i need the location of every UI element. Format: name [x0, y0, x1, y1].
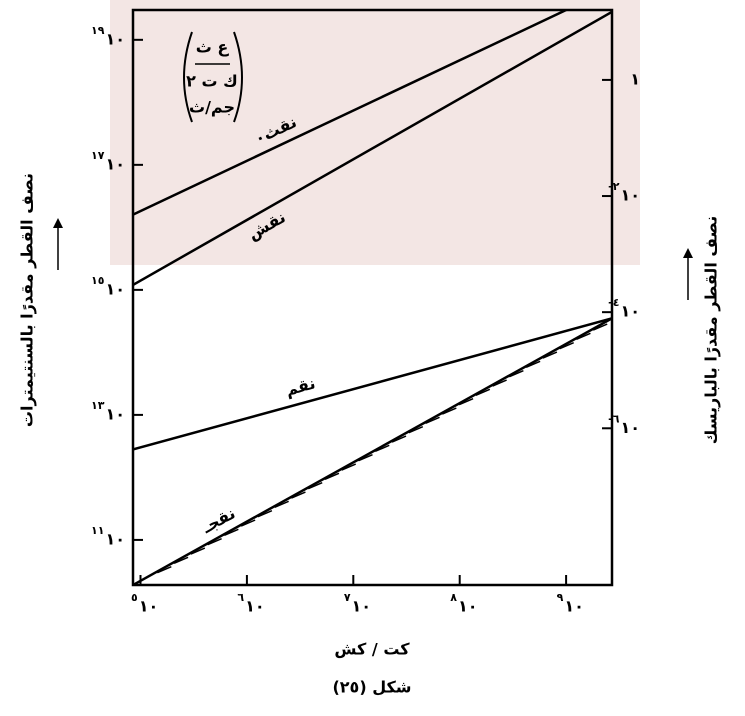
tick-label: ١٠: [620, 302, 640, 321]
tick-label: ١٠: [105, 29, 125, 48]
arrow-head: [53, 218, 63, 228]
hatch: [358, 453, 373, 462]
tick-label: ١٠: [105, 404, 125, 423]
hatch: [240, 519, 256, 527]
tick-label: ١: [630, 69, 640, 88]
paren: [183, 31, 193, 123]
hatch: [542, 351, 558, 359]
hatch: [559, 342, 574, 350]
tick-exponent: ١٣: [91, 399, 105, 412]
series-line: [133, 10, 612, 287]
tick-exponent: ١٥: [91, 274, 105, 287]
tick-exponent: ٥: [131, 591, 138, 604]
tick-exponent: ١١: [91, 524, 104, 537]
hatch: [173, 556, 189, 565]
annotation: ك ت ٢: [186, 72, 238, 91]
hatch: [492, 379, 507, 387]
tick-exponent: -٢: [608, 180, 620, 193]
tick-label: ١٠: [105, 279, 125, 298]
tick-label: ١٠: [564, 597, 584, 616]
tick-exponent: ٨: [450, 591, 457, 604]
tick-label: ١٠: [620, 186, 640, 205]
hatch: [307, 481, 323, 490]
tick-label: ١٠: [105, 154, 125, 173]
x-axis-title: كت / كش: [334, 640, 410, 659]
hatch: [509, 370, 524, 378]
y2-axis-title: نصف القطر مقدرًا بالباريسك: [702, 216, 721, 444]
plot-frame: [131, 8, 614, 587]
tick-exponent: ٧: [344, 591, 351, 604]
annotation: جم/ث: [189, 98, 235, 117]
tick-exponent: -٤: [608, 296, 619, 309]
caption: شكل (٢٥): [332, 678, 411, 697]
background-photo: [110, 0, 640, 265]
hatch: [425, 416, 440, 425]
hatch: [374, 444, 390, 453]
hatch: [324, 472, 340, 481]
series-line: [133, 317, 612, 585]
hatch: [391, 435, 407, 443]
hatch: [157, 565, 172, 574]
hatch: [207, 537, 222, 546]
hatch: [224, 528, 239, 537]
hatch: [408, 425, 424, 434]
tick-exponent: -٦: [608, 412, 620, 425]
hatch: [190, 547, 206, 555]
hatch: [257, 509, 273, 518]
tick-label: ١٠: [139, 597, 159, 616]
hatch: [525, 360, 541, 369]
tick-exponent: ١٧: [91, 149, 105, 162]
series-label: نقم: [283, 373, 317, 399]
tick-label: ١٠: [620, 418, 640, 437]
arrow-head: [683, 248, 693, 258]
hatch: [576, 332, 591, 341]
hatch: [291, 491, 306, 499]
tick-label: ١٠: [245, 597, 265, 616]
tick-exponent: ٩: [557, 591, 564, 604]
hatch: [458, 398, 474, 406]
y-axis-title: نصف القطر مقدرًا بالسنتيمترات: [18, 173, 37, 427]
tick-exponent: ١٩: [91, 24, 105, 37]
tick-label: ١٠: [105, 529, 125, 548]
tick-label: ١٠: [352, 597, 372, 616]
hatch: [592, 323, 608, 331]
paren: [233, 31, 243, 123]
tick-exponent: ٦: [237, 591, 244, 604]
tick-label: ١٠: [458, 597, 478, 616]
hatch: [274, 500, 289, 509]
series-line: [133, 317, 612, 451]
hatch: [341, 463, 357, 471]
series-line: [133, 10, 567, 216]
hatch: [475, 388, 491, 397]
hatch: [442, 407, 457, 415]
annotation: ع ث: [196, 38, 230, 57]
